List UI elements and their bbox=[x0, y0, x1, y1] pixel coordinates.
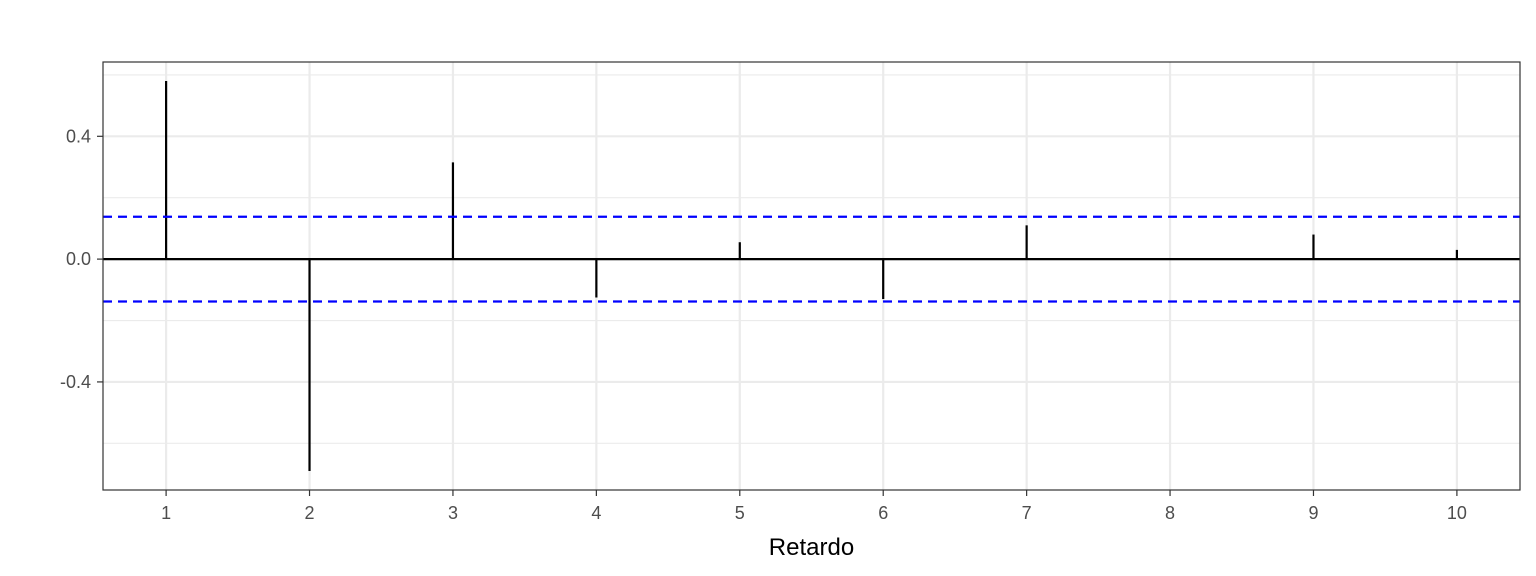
x-tick-label: 1 bbox=[161, 503, 171, 523]
x-tick-label: 8 bbox=[1165, 503, 1175, 523]
reference-lines bbox=[103, 215, 1520, 303]
y-tick-label: -0.4 bbox=[60, 372, 91, 392]
x-tick-label: 6 bbox=[878, 503, 888, 523]
x-tick-label: 3 bbox=[448, 503, 458, 523]
x-tick-label: 2 bbox=[305, 503, 315, 523]
x-axis: 1 2 3 4 5 6 7 8 9 10 bbox=[161, 490, 1467, 523]
x-axis-title: Retardo bbox=[769, 534, 854, 561]
x-tick-label: 7 bbox=[1022, 503, 1032, 523]
x-tick-label: 4 bbox=[591, 503, 601, 523]
panel-border bbox=[102, 61, 1521, 491]
x-tick-label: 5 bbox=[735, 503, 745, 523]
y-axis: -0.4 0.0 0.4 bbox=[60, 126, 103, 392]
y-tick-label: 0.4 bbox=[66, 126, 91, 146]
y-tick-label: 0.0 bbox=[66, 249, 91, 269]
x-tick-label: 9 bbox=[1308, 503, 1318, 523]
x-tick-label: 10 bbox=[1447, 503, 1467, 523]
acf-bars bbox=[165, 81, 1458, 471]
